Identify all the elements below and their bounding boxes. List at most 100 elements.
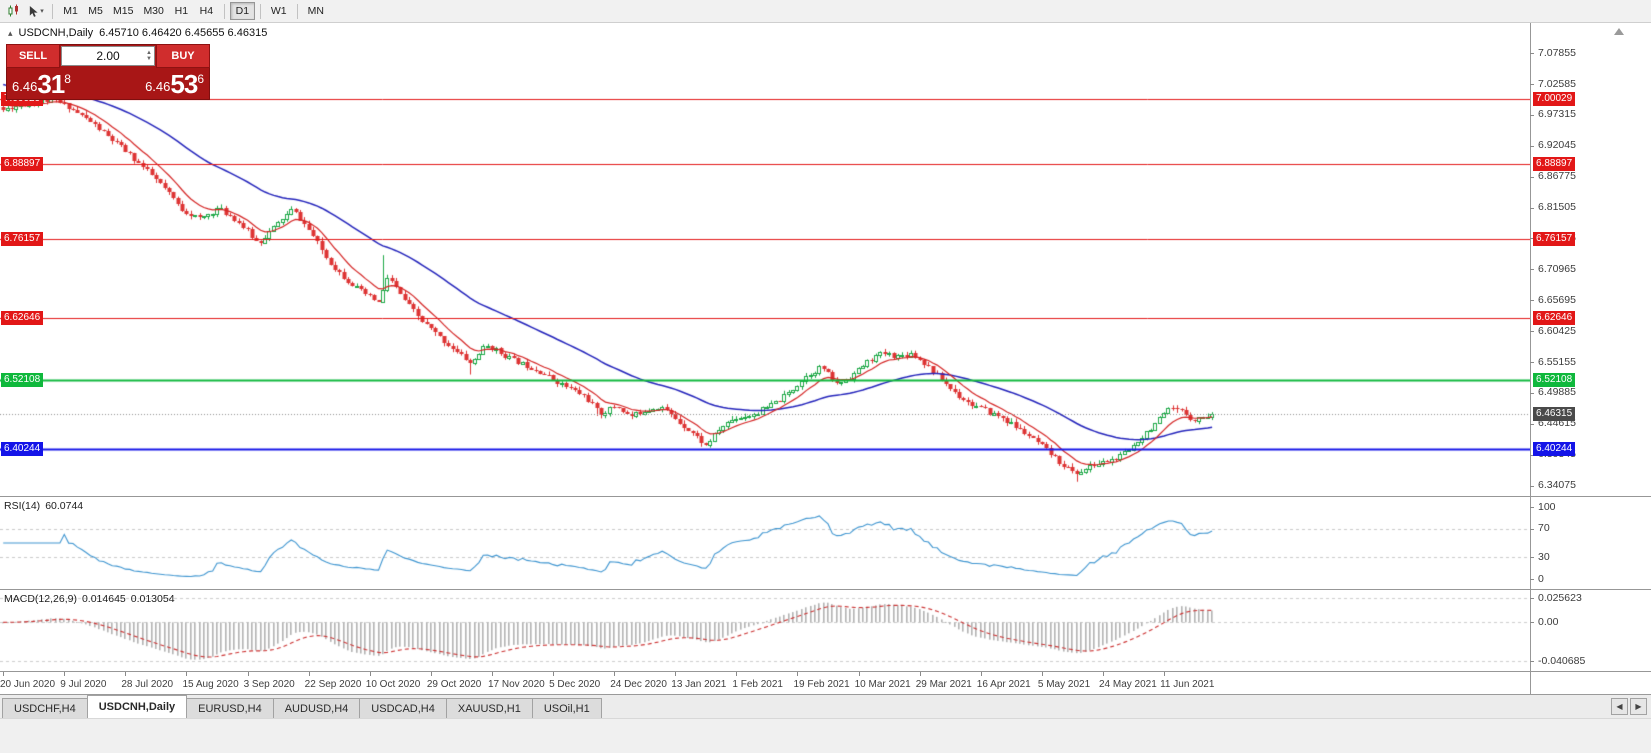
hline-price-tag-right: 6.76157 (1533, 232, 1576, 246)
axis-tick (1530, 238, 1534, 239)
volume-value: 2.00 (96, 49, 120, 63)
date-axis-tick (920, 672, 921, 676)
chart-tab-usoil-h1[interactable]: USOil,H1 (531, 698, 602, 718)
date-axis-tick (492, 672, 493, 676)
status-strip (0, 718, 1651, 753)
axis-tick (1530, 507, 1534, 508)
chart-window-title: ▴ USDCNH,Daily 6.45710 6.46420 6.45655 6… (8, 27, 267, 39)
toolbar-separator (296, 3, 298, 19)
hline-price-tag-right: 6.88897 (1533, 157, 1576, 171)
chart-tab-usdcnh-daily[interactable]: USDCNH,Daily (86, 695, 188, 718)
tabs-scroll-left-button[interactable]: ◀ (1611, 698, 1628, 715)
chart-tab-audusd-h4[interactable]: AUDUSD,H4 (272, 698, 361, 718)
rsi-panel-canvas[interactable] (0, 497, 1530, 589)
axis-tick (1530, 529, 1534, 530)
date-axis-tick (1042, 672, 1043, 676)
chart-tab-eurusd-h4[interactable]: EURUSD,H4 (186, 698, 274, 718)
axis-tick (1530, 300, 1534, 301)
price-axis-label: 6.92045 (1538, 139, 1576, 152)
timeframe-m5-button[interactable]: M5 (83, 2, 108, 20)
toolbar-separator (259, 3, 261, 19)
timeframe-m15-button[interactable]: M15 (108, 2, 138, 20)
date-axis-tick (248, 672, 249, 676)
rsi-axis-label: 100 (1538, 500, 1556, 513)
buy-button[interactable]: BUY (156, 44, 210, 68)
axis-tick (1530, 84, 1534, 85)
volume-up-icon[interactable]: ▲ (146, 50, 152, 56)
date-axis-label: 24 Dec 2020 (610, 679, 667, 690)
date-axis-label: 15 Aug 2020 (182, 679, 239, 690)
chart-bars-icon-button[interactable] (3, 2, 25, 21)
hline-price-tag-left: 6.62646 (1, 311, 44, 325)
bid-price-sup: 8 (64, 72, 71, 86)
timeframe-d1-button[interactable]: D1 (229, 2, 255, 20)
date-axis-separator (0, 671, 1651, 672)
macd-panel-separator[interactable] (0, 589, 1651, 590)
timeframe-w1-button[interactable]: W1 (266, 2, 292, 20)
timeframe-h1-button[interactable]: H1 (169, 2, 194, 20)
chart-tabs: USDCHF,H4 USDCNH,Daily EURUSD,H4 AUDUSD,H4 U… (2, 694, 602, 718)
timeframe-m1-button[interactable]: M1 (58, 2, 83, 20)
main-chart-canvas[interactable] (0, 23, 1530, 496)
rsi-indicator-name: RSI(14) (4, 500, 41, 512)
volume-input[interactable]: 2.00 ▲ ▼ (61, 46, 155, 66)
macd-axis-label: -0.040685 (1538, 654, 1586, 667)
date-axis-tick (614, 672, 615, 676)
timeframe-mn-button[interactable]: MN (303, 2, 329, 20)
date-axis-label: 20 Jun 2020 (0, 679, 56, 690)
axis-tick (1530, 362, 1534, 363)
macd-panel-canvas[interactable] (0, 590, 1530, 671)
bid-price-prefix: 6.46 (12, 79, 38, 94)
volume-down-icon[interactable]: ▼ (146, 56, 152, 62)
current-price-tag: 6.46315 (1533, 407, 1576, 421)
chart-tab-xauusd-h1[interactable]: XAUUSD,H1 (445, 698, 533, 718)
price-axis-label: 6.81505 (1538, 201, 1576, 214)
hline-price-tag-left: 6.52108 (1, 373, 44, 387)
bid-price[interactable]: 6.46 31 8 (12, 69, 71, 99)
ask-price[interactable]: 6.46 53 6 (145, 69, 204, 99)
chart-tab-usdcad-h4[interactable]: USDCAD,H4 (359, 698, 447, 718)
axis-tick (1530, 557, 1534, 558)
macd-main-value: 0.014645 (81, 593, 126, 605)
axis-tick (1530, 53, 1534, 54)
tabs-scroll-right-button[interactable]: ▶ (1630, 698, 1647, 715)
date-axis-tick (736, 672, 737, 676)
axis-tick (1530, 424, 1534, 425)
axis-tick (1530, 115, 1534, 116)
price-axis-separator (1530, 23, 1531, 694)
date-axis-label: 11 Jun 2021 (1160, 679, 1215, 690)
one-click-collapse-icon[interactable]: ▴ (8, 27, 13, 38)
date-axis-label: 29 Oct 2020 (426, 679, 482, 690)
axis-tick (1530, 661, 1534, 662)
date-axis-tick (859, 672, 860, 676)
axis-tick (1530, 455, 1534, 456)
price-axis-label: 6.49885 (1538, 386, 1576, 399)
axis-tick (1530, 579, 1534, 580)
timeframe-h4-button[interactable]: H4 (194, 2, 219, 20)
timeframe-m30-button[interactable]: M30 (138, 2, 168, 20)
price-axis-label: 6.65695 (1538, 293, 1576, 306)
date-axis-tick (797, 672, 798, 676)
cursor-tool-button[interactable]: ▾ (25, 2, 47, 21)
axis-tick (1530, 486, 1534, 487)
date-axis[interactable]: 20 Jun 2020 9 Jul 2020 28 Jul 2020 15 Aug 2… (0, 672, 1530, 694)
axis-tick (1530, 177, 1534, 178)
axis-tick (1530, 331, 1534, 332)
axis-tick (1530, 393, 1534, 394)
toolbar-separator (52, 3, 53, 19)
rsi-panel-separator[interactable] (0, 496, 1651, 497)
date-axis-label: 5 Dec 2020 (549, 679, 601, 690)
date-axis-label: 3 Sep 2020 (243, 679, 295, 690)
price-axis-label: 6.97315 (1538, 108, 1576, 121)
timeframe-buttons-group: M1 M5 M15 M30 H1 H4 D1 W1 MN (58, 2, 329, 20)
bid-price-main: 31 (37, 69, 65, 99)
date-axis-tick (64, 672, 65, 676)
scroll-up-icon[interactable] (1614, 28, 1624, 35)
sell-button[interactable]: SELL (6, 44, 60, 68)
date-axis-tick (3, 672, 4, 676)
date-axis-tick (1164, 672, 1165, 676)
ask-price-main: 53 (170, 69, 198, 99)
chart-tab-usdchf-h4[interactable]: USDCHF,H4 (2, 698, 88, 718)
price-axis-label: 7.07855 (1538, 46, 1576, 59)
